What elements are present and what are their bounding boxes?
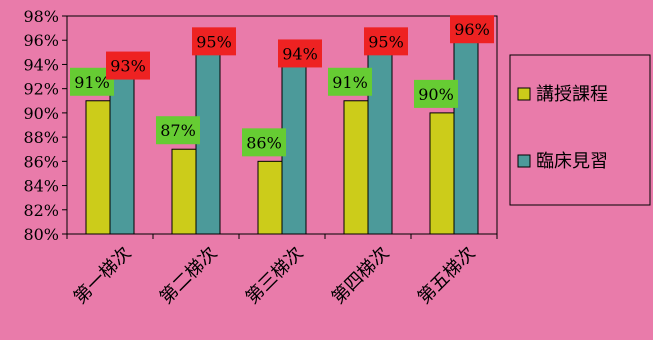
y-tick-label: 88% (23, 128, 59, 147)
data-label: 93% (110, 57, 146, 76)
y-tick-label: 82% (23, 201, 59, 220)
data-label: 95% (196, 32, 232, 51)
x-category-label: 第二梯次 (156, 243, 222, 309)
y-tick-label: 86% (23, 152, 59, 171)
data-label-box (106, 51, 150, 80)
bar-lecture (429, 112, 455, 235)
data-label-box (278, 39, 322, 68)
bar-lecture (257, 160, 283, 235)
y-tick-label: 80% (23, 225, 59, 244)
bar-clinical (453, 39, 479, 235)
data-label: 87% (160, 121, 196, 140)
data-label-box (156, 116, 200, 145)
data-label-box (192, 27, 236, 56)
y-tick-label: 84% (23, 177, 59, 196)
x-category-label: 第四梯次 (328, 243, 394, 309)
data-label-box (364, 27, 408, 56)
data-label: 86% (246, 133, 282, 152)
y-tick-label: 94% (23, 55, 59, 74)
data-label: 91% (332, 73, 368, 92)
data-label: 95% (368, 32, 404, 51)
legend-swatch (517, 87, 531, 101)
legend-label: 臨床見習 (536, 151, 608, 172)
data-label-box (414, 79, 458, 108)
legend-swatch (517, 154, 531, 168)
y-tick-label: 98% (23, 7, 59, 26)
y-tick-label: 90% (23, 104, 59, 123)
data-label: 94% (282, 44, 318, 63)
data-label: 90% (418, 85, 454, 104)
data-label: 91% (74, 73, 110, 92)
bar-clinical (109, 76, 135, 235)
data-label: 96% (454, 20, 490, 39)
y-tick-label: 92% (23, 80, 59, 99)
bar-lecture (85, 100, 111, 235)
legend-label: 講授課程 (536, 84, 608, 105)
data-label-box (242, 128, 286, 157)
bar-lecture (171, 148, 197, 235)
x-category-label: 第五梯次 (414, 243, 480, 309)
legend (509, 54, 651, 206)
x-category-label: 第一梯次 (70, 243, 136, 309)
y-tick-label: 96% (23, 31, 59, 50)
bar-lecture (343, 100, 369, 235)
data-label-box (450, 15, 494, 44)
x-category-label: 第三梯次 (242, 243, 308, 309)
data-label-box (328, 67, 372, 96)
